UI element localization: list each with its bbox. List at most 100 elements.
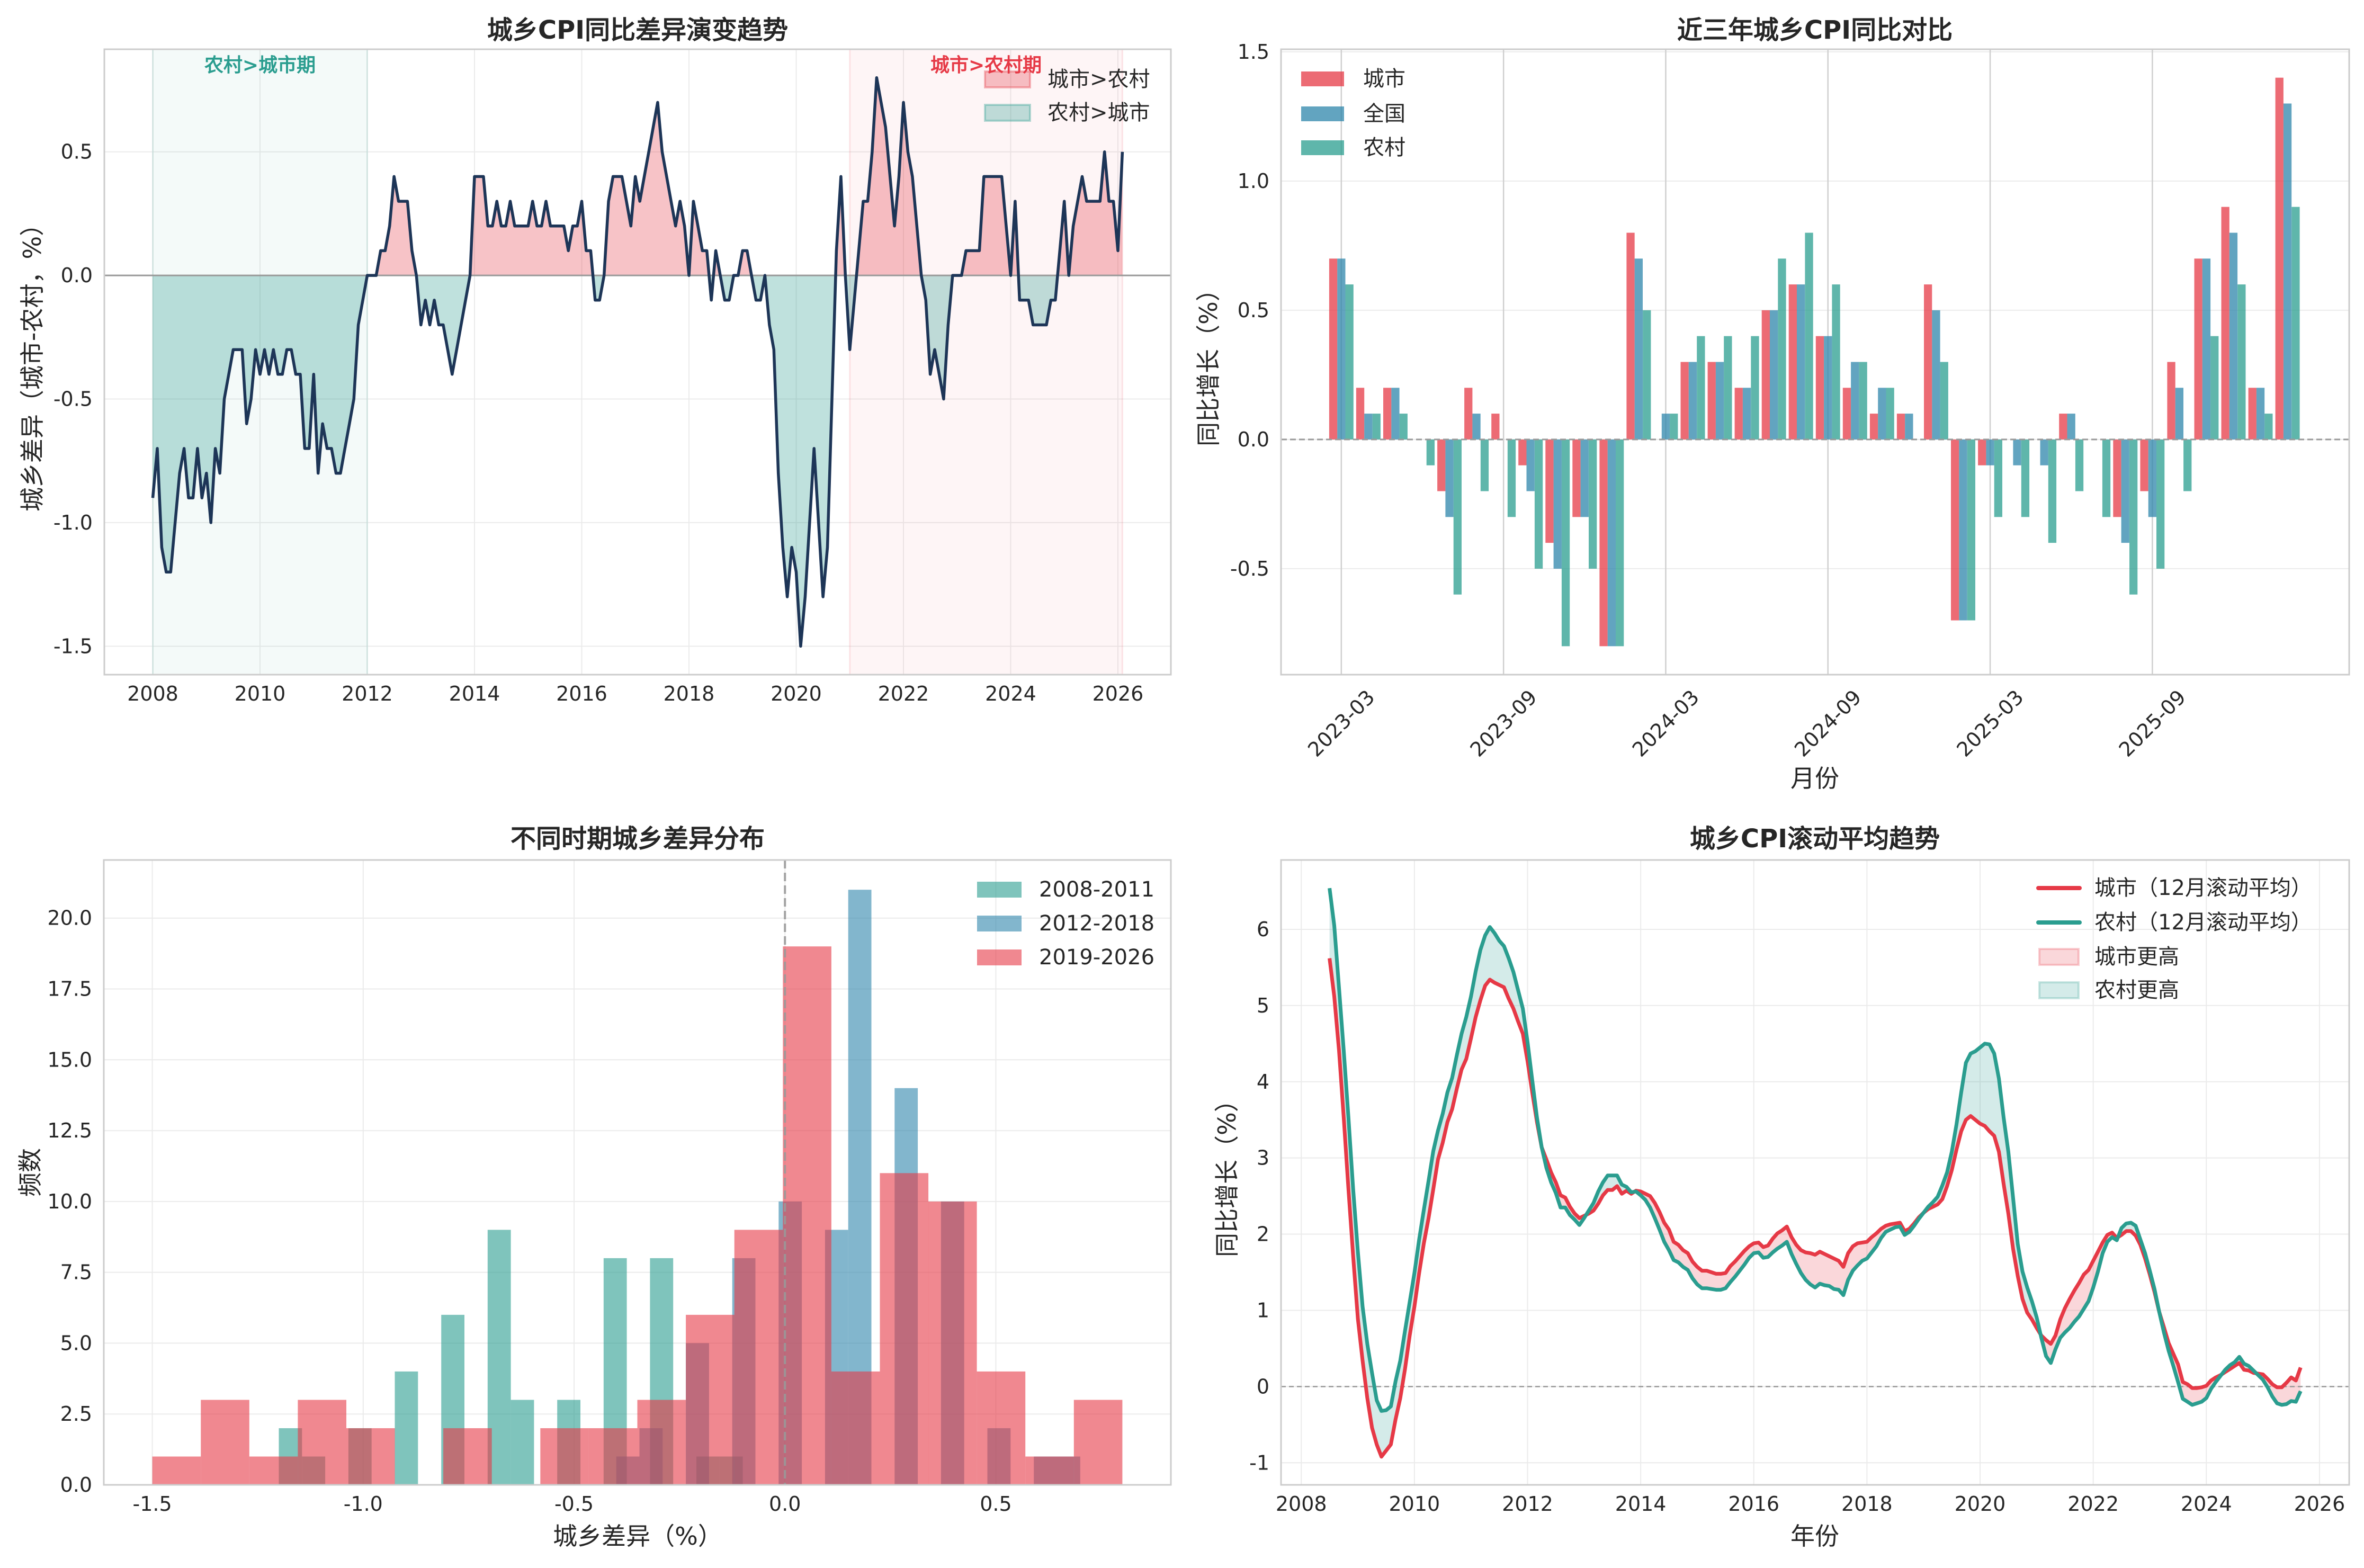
bar-national (2040, 439, 2048, 465)
bar-national (1553, 439, 1562, 569)
bar-national (1391, 388, 1400, 440)
hist-bar-2019-2026 (588, 1428, 638, 1485)
y-tick-label: 0 (1257, 1375, 1269, 1398)
bar-national (2175, 388, 2183, 440)
x-axis-label: 月份 (1790, 764, 1839, 793)
bar-urban (2140, 439, 2148, 491)
x-tick-label: 2010 (235, 682, 286, 705)
bar-rural (1994, 439, 2002, 517)
y-tick-label: 1.5 (1238, 40, 1269, 64)
bar-urban (1383, 388, 1392, 440)
bar-urban (1437, 439, 1446, 491)
legend-label: 农村>城市 (1047, 101, 1150, 125)
y-tick-label: 20.0 (47, 907, 92, 930)
bar-national (1959, 439, 1967, 621)
y-tick-label: -1 (1249, 1451, 1269, 1474)
legend-swatch-urban (1301, 71, 1344, 86)
x-tick-label: 0.5 (980, 1492, 1011, 1516)
bar-urban (1896, 414, 1905, 440)
legend-label: 农村（12月滚动平均） (2094, 910, 2312, 935)
y-tick-label: 2.5 (60, 1402, 92, 1426)
x-axis-label: 年份 (1790, 1522, 1839, 1551)
bar-rural (1832, 284, 1840, 440)
y-tick-label: 15.0 (47, 1048, 92, 1071)
bar-national (1445, 439, 1454, 517)
shaded-period (152, 48, 369, 676)
y-axis-label: 同比增长（%） (1213, 1088, 1241, 1257)
axes-spines (103, 859, 1172, 1486)
legend-label: 农村更高 (2094, 978, 2179, 1002)
y-tick-label: 0.5 (1238, 299, 1269, 322)
fill-urban-higher (604, 102, 689, 276)
legend-label: 2019-2026 (1039, 945, 1154, 970)
hist-bar-2019-2026 (1025, 1456, 1074, 1485)
hist-bar-2019-2026 (734, 1230, 783, 1485)
hist-bar-2019-2026 (346, 1428, 395, 1485)
legend-label: 城市（12月滚动平均） (2094, 876, 2312, 900)
rural-rolling-line (1328, 888, 2303, 1413)
bar-rural (1426, 439, 1435, 465)
legend-label: 城市 (1363, 67, 1405, 91)
bar-national (1607, 439, 1616, 647)
bar-urban (1329, 258, 1338, 440)
bar-rural (1616, 439, 1624, 647)
hist-bar-2019-2026 (783, 946, 831, 1485)
y-axis-label: 频数 (16, 1148, 44, 1197)
marks-layer (152, 860, 1123, 1485)
bar-national (1661, 414, 1670, 440)
x-tick-label: 2016 (556, 682, 607, 705)
bar-national (1337, 258, 1346, 440)
y-tick-label: 12.5 (47, 1119, 92, 1142)
legend-swatch-rural (1301, 140, 1344, 155)
hist-bar-2019-2026 (977, 1371, 1026, 1485)
axes-frame (103, 48, 1172, 676)
bar-national (1824, 336, 1832, 440)
x-tick-label: 2022 (878, 682, 929, 705)
bar-rural (2291, 207, 2300, 440)
bar-urban (1572, 439, 1581, 517)
y-tick-label: 5.0 (60, 1331, 92, 1355)
bar-rural (1399, 414, 1408, 440)
y-tick-label: -0.5 (53, 388, 93, 411)
legend-swatch-2019-2026 (977, 949, 1022, 965)
bar-urban (2059, 414, 2067, 440)
chart-title: 近三年城乡CPI同比对比 (1677, 15, 1953, 45)
hist-bar-2019-2026 (831, 1371, 880, 1485)
bar-urban (1491, 414, 1500, 440)
marks-layer (1281, 888, 2349, 1459)
x-tick-label: 2016 (1728, 1492, 1779, 1516)
bar-rural (2048, 439, 2057, 543)
bar-urban (2248, 388, 2256, 440)
axes-frame (103, 859, 1172, 1486)
bar-urban (1815, 336, 1824, 440)
x-tick-label: 2026 (1093, 682, 1144, 705)
bar-national (2067, 414, 2075, 440)
hist-bar-2019-2026 (928, 1201, 977, 1485)
hist-bar-2019-2026 (443, 1428, 492, 1485)
bar-rural (1724, 336, 1732, 440)
legend: 城市>农村 农村>城市 (984, 67, 1150, 125)
legend-label: 全国 (1363, 102, 1405, 126)
y-tick-label: -0.5 (1230, 557, 1269, 580)
legend-swatch-2012-2018 (977, 916, 1022, 931)
urban-rolling-line (1328, 958, 2303, 1459)
x-tick-label: 2026 (2294, 1492, 2345, 1516)
chart-title: 不同时期城乡差异分布 (511, 824, 765, 854)
bar-rural (1805, 232, 1813, 440)
bar-national (2013, 439, 2021, 465)
bar-national (1526, 439, 1535, 491)
bar-national (1742, 388, 1751, 440)
bar-rural (2129, 439, 2138, 595)
bar-rural (1561, 439, 1570, 647)
axes-spines (1280, 48, 2350, 676)
x-tick-label: 2018 (664, 682, 715, 705)
y-tick-label: 3 (1257, 1146, 1269, 1170)
x-tick-label: 2012 (342, 682, 393, 705)
bar-rural (1670, 414, 1678, 440)
bar-rural (2102, 439, 2111, 517)
hist-bar-2019-2026 (298, 1400, 346, 1485)
bar-national (1851, 362, 1859, 440)
diff-trend-chart: 农村>城市期 城市>农村期 -1.5 -1.0 -0.5 0.0 0.5 2008 2010 2… (18, 15, 1172, 705)
